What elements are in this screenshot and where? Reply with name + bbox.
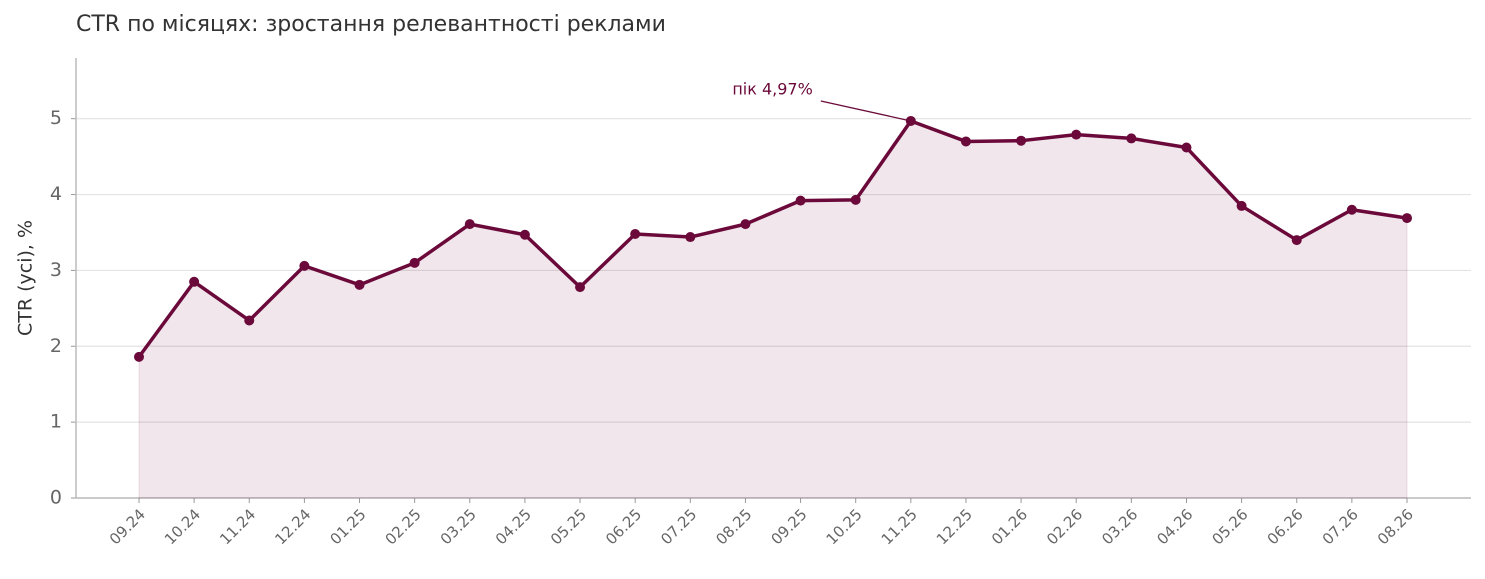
x-tick-label: 01.26 bbox=[988, 505, 1031, 548]
point bbox=[299, 260, 310, 271]
point bbox=[1126, 133, 1137, 144]
point bbox=[740, 219, 751, 230]
y-tick-label: 5 bbox=[50, 107, 62, 129]
x-tick-label: 02.25 bbox=[382, 505, 425, 548]
point bbox=[960, 136, 971, 147]
point bbox=[575, 282, 586, 293]
point bbox=[1291, 235, 1302, 246]
x-tick-label: 08.26 bbox=[1374, 505, 1417, 548]
x-tick-label: 04.25 bbox=[492, 505, 535, 548]
x-tick-label: 04.26 bbox=[1153, 505, 1196, 548]
line bbox=[137, 119, 1408, 358]
point bbox=[1071, 129, 1082, 140]
point bbox=[1346, 204, 1357, 215]
point bbox=[685, 232, 696, 243]
point bbox=[1402, 213, 1412, 224]
x-tick-label: 10.25 bbox=[823, 505, 866, 548]
x-tick-label: 03.26 bbox=[1098, 505, 1141, 548]
x-tick-label: 09.24 bbox=[106, 505, 149, 548]
point bbox=[244, 315, 255, 326]
x-tick-label: 08.25 bbox=[712, 505, 755, 548]
y-tick-label: 3 bbox=[50, 259, 62, 281]
chart-title: CTR по місяцях: зростання релевантності … bbox=[76, 12, 666, 37]
annotation-arrow bbox=[820, 100, 911, 122]
y-tick-label: 4 bbox=[50, 183, 62, 205]
point bbox=[850, 194, 861, 205]
x-tick-label: 12.24 bbox=[271, 505, 314, 548]
annotation: пік 4,97% bbox=[732, 79, 812, 98]
y-tick-label: 1 bbox=[50, 411, 62, 433]
point bbox=[409, 257, 420, 268]
point bbox=[189, 276, 200, 287]
x-tick-label: 05.25 bbox=[547, 505, 590, 548]
x-tick-label: 01.25 bbox=[326, 505, 369, 548]
y-tick-label: 2 bbox=[50, 335, 62, 357]
x-tick-label: 07.26 bbox=[1319, 505, 1362, 548]
x-tick-label: 11.24 bbox=[216, 505, 259, 548]
point bbox=[1236, 200, 1247, 211]
x-tick-label: 06.26 bbox=[1264, 505, 1307, 548]
point bbox=[464, 219, 475, 230]
x-tick-label: 07.25 bbox=[657, 505, 700, 548]
point bbox=[630, 229, 641, 239]
x-tick-label: 03.25 bbox=[437, 505, 480, 548]
x-tick-label: 02.26 bbox=[1043, 505, 1086, 548]
point bbox=[795, 195, 806, 206]
point bbox=[354, 279, 365, 290]
point bbox=[519, 229, 530, 240]
x-tick-label: 12.25 bbox=[933, 505, 976, 548]
y-axis-label: CTR (усі), % bbox=[15, 220, 37, 336]
y-tick-label: 0 bbox=[50, 487, 62, 509]
x-tick-label: 06.25 bbox=[602, 505, 645, 548]
point bbox=[1181, 142, 1192, 153]
x-tick-label: 05.26 bbox=[1209, 505, 1252, 548]
point bbox=[134, 351, 144, 362]
x-tick-label: 10.24 bbox=[161, 505, 204, 548]
x-tick-label: 09.25 bbox=[767, 505, 810, 548]
point bbox=[1016, 135, 1027, 146]
x-tick-label: 11.25 bbox=[878, 505, 921, 548]
